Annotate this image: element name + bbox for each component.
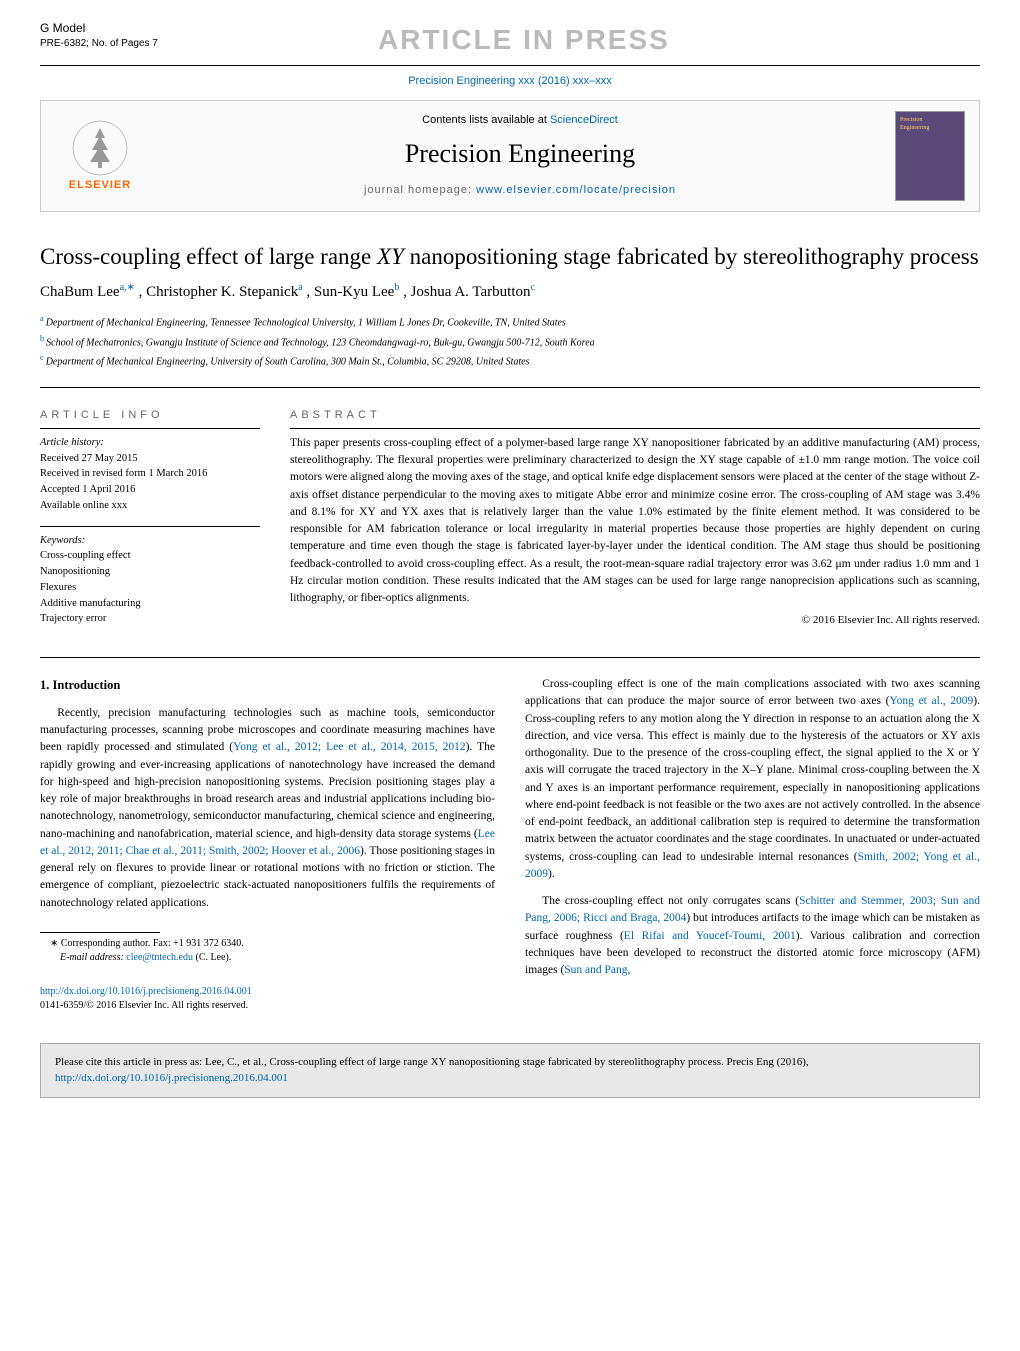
author-2-sup[interactable]: a (298, 282, 302, 293)
accepted: Accepted 1 April 2016 (40, 484, 135, 495)
p1b: ). The rapidly growing and ever-increasi… (40, 741, 495, 839)
issn-line: 0141-6359/© 2016 Elsevier Inc. All right… (40, 1000, 248, 1011)
journal-ref[interactable]: Precision Engineering xxx (2016) xxx–xxx (40, 74, 980, 89)
info-rule-1 (40, 428, 260, 429)
online: Available online xxx (40, 500, 127, 511)
author-3: , Sun-Kyu Lee (306, 284, 394, 300)
journal-box: ELSEVIER Contents lists available at Sci… (40, 100, 980, 212)
para-2: Cross-coupling effect is one of the main… (525, 676, 980, 883)
p2-ref1[interactable]: Yong et al., 2009 (890, 695, 974, 707)
history-label: Article history: (40, 435, 260, 451)
aff-c-text: Department of Mechanical Engineering, Un… (46, 356, 530, 367)
received: Received 27 May 2015 (40, 453, 138, 464)
elsevier-text: ELSEVIER (69, 178, 131, 193)
kw3: Flexures (40, 582, 76, 593)
p2c: ). (548, 868, 555, 880)
keywords-label: Keywords: (40, 533, 260, 549)
contents-prefix: Contents lists available at (422, 114, 550, 126)
info-heading: article info (40, 408, 260, 423)
copyright: © 2016 Elsevier Inc. All rights reserved… (290, 613, 980, 628)
cover-label-1: Precision (900, 116, 960, 124)
footnote-corr: ∗ Corresponding author. Fax: +1 931 372 … (40, 937, 495, 951)
article-title: Cross-coupling effect of large range XY … (40, 242, 980, 272)
aff-b-text: School of Mechatronics, Gwangju Institut… (46, 337, 594, 348)
abstract-heading: abstract (290, 408, 980, 423)
revised: Received in revised form 1 March 2016 (40, 468, 207, 479)
kw4: Additive manufacturing (40, 598, 141, 609)
body-columns: 1. Introduction Recently, precision manu… (40, 676, 980, 1013)
journal-title: Precision Engineering (145, 136, 895, 172)
article-info: article info Article history: Received 2… (40, 408, 260, 639)
history-block: Article history: Received 27 May 2015 Re… (40, 435, 260, 514)
author-4: , Joshua A. Tarbutton (403, 284, 530, 300)
affiliation-a: aDepartment of Mechanical Engineering, T… (40, 313, 980, 330)
press-banner: ARTICLE IN PRESS (378, 20, 670, 59)
abstract-text: This paper presents cross-coupling effec… (290, 435, 980, 608)
author-1: ChaBum Lee (40, 284, 120, 300)
title-text: Cross-coupling effect of large range XY … (40, 244, 979, 269)
intro-heading: 1. Introduction (40, 676, 495, 695)
homepage-link[interactable]: www.elsevier.com/locate/precision (476, 184, 676, 196)
p3-ref3[interactable]: Sun and Pang, (564, 964, 630, 976)
p3a: The cross-coupling effect not only corru… (542, 895, 799, 907)
cover-thumb[interactable]: Precision Engineering (895, 111, 965, 201)
kw1: Cross-coupling effect (40, 550, 131, 561)
author-2: , Christopher K. Stepanick (139, 284, 299, 300)
p3-ref2[interactable]: El Rifai and Youcef-Toumi, 2001 (624, 930, 796, 942)
footnote-email: E-mail address: clee@tntech.edu (C. Lee)… (40, 951, 495, 965)
cover-label-2: Engineering (900, 124, 960, 132)
gmodel-block: G Model PRE-6382; No. of Pages 7 (40, 20, 158, 51)
abstract-col: abstract This paper presents cross-coupl… (290, 408, 980, 639)
homepage-prefix: journal homepage: (364, 184, 476, 196)
abstract-rule (290, 428, 980, 429)
keywords-block: Keywords: Cross-coupling effect Nanoposi… (40, 533, 260, 628)
journal-center: Contents lists available at ScienceDirec… (145, 113, 895, 198)
col-right: Cross-coupling effect is one of the main… (525, 676, 980, 1013)
footnote-rule (40, 932, 160, 933)
author-1-sup[interactable]: a,∗ (120, 282, 135, 293)
email-suffix: (C. Lee). (193, 952, 231, 963)
elsevier-logo[interactable]: ELSEVIER (55, 111, 145, 201)
col-left: 1. Introduction Recently, precision manu… (40, 676, 495, 1013)
author-4-sup[interactable]: c (531, 282, 535, 293)
header-rule (40, 65, 980, 66)
cite-box: Please cite this article in press as: Le… (40, 1043, 980, 1098)
model-code: PRE-6382; No. of Pages 7 (40, 37, 158, 51)
cite-text: Please cite this article in press as: Le… (55, 1056, 809, 1068)
tree-icon (70, 118, 130, 178)
header-bar: G Model PRE-6382; No. of Pages 7 ARTICLE… (40, 20, 980, 59)
email-link[interactable]: clee@tntech.edu (126, 952, 193, 963)
rule-before-info (40, 387, 980, 388)
author-3-sup[interactable]: b (394, 282, 399, 293)
p2b: ). Cross-coupling refers to any motion a… (525, 695, 980, 862)
kw2: Nanopositioning (40, 566, 110, 577)
affiliation-c: cDepartment of Mechanical Engineering, U… (40, 352, 980, 369)
affiliation-b: bSchool of Mechatronics, Gwangju Institu… (40, 333, 980, 350)
email-label: E-mail address: (60, 952, 126, 963)
aff-a-text: Department of Mechanical Engineering, Te… (46, 318, 566, 329)
kw5: Trajectory error (40, 613, 106, 624)
doi-link[interactable]: http://dx.doi.org/10.1016/j.precisioneng… (40, 986, 252, 997)
gmodel-label: G Model (40, 20, 158, 37)
para-1: Recently, precision manufacturing techno… (40, 705, 495, 912)
homepage-line: journal homepage: www.elsevier.com/locat… (145, 183, 895, 198)
contents-line: Contents lists available at ScienceDirec… (145, 113, 895, 128)
rule-after-abstract (40, 657, 980, 658)
para-3: The cross-coupling effect not only corru… (525, 893, 980, 979)
p1-ref1[interactable]: Yong et al., 2012; Lee et al., 2014, 201… (233, 741, 466, 753)
authors: ChaBum Leea,∗ , Christopher K. Stepanick… (40, 281, 980, 303)
cite-url[interactable]: http://dx.doi.org/10.1016/j.precisioneng… (55, 1072, 288, 1084)
info-abstract-row: article info Article history: Received 2… (40, 408, 980, 639)
sciencedirect-link[interactable]: ScienceDirect (550, 114, 618, 126)
info-rule-2 (40, 526, 260, 527)
doi-block: http://dx.doi.org/10.1016/j.precisioneng… (40, 985, 495, 1013)
